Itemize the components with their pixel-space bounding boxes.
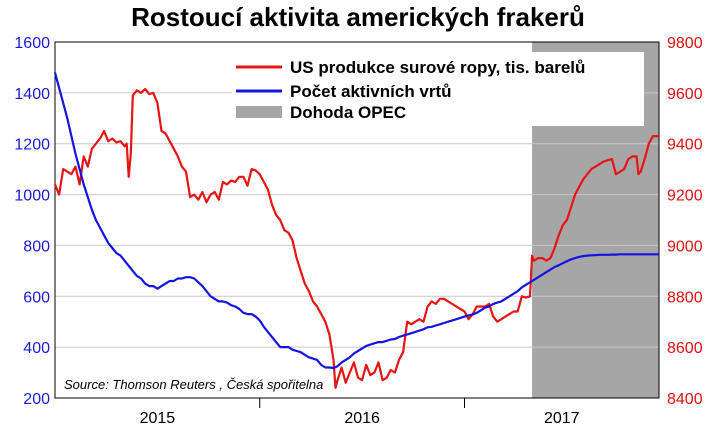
x-axis: 2015 2016 2017: [140, 398, 580, 427]
right-tick-8400: 8400: [667, 391, 703, 408]
series-line-0: [53, 87, 659, 389]
left-tick-200: 200: [23, 391, 50, 408]
left-axis: 200 400 600 800 1000 1200 1400 1600: [14, 35, 50, 408]
left-tick-1600: 1600: [14, 35, 50, 52]
right-axis: 8400 8600 8800 9000 9200 9400 9600 9800: [667, 35, 703, 408]
legend-label-rigs: Počet aktivních vrtů: [290, 82, 452, 101]
chart-title: Rostoucí aktivita amerických frakerů: [131, 2, 585, 32]
series-line-1: [53, 72, 659, 370]
left-tick-1200: 1200: [14, 137, 50, 154]
right-tick-9000: 9000: [667, 238, 703, 255]
legend-swatch-opec: [236, 106, 282, 118]
left-tick-800: 800: [23, 238, 50, 255]
x-tick-2016: 2016: [344, 410, 380, 427]
legend-label-production: US produkce surové ropy, tis. barelů: [290, 58, 585, 77]
left-tick-1400: 1400: [14, 86, 50, 103]
x-tick-2017: 2017: [544, 410, 580, 427]
right-tick-9400: 9400: [667, 137, 703, 154]
left-tick-400: 400: [23, 340, 50, 357]
right-tick-9600: 9600: [667, 86, 703, 103]
source-note: Source: Thomson Reuters , Česká spořitel…: [64, 377, 323, 392]
left-tick-600: 600: [23, 289, 50, 306]
plot-frame: [54, 41, 660, 399]
legend: US produkce surové ropy, tis. barelů Poč…: [232, 52, 644, 126]
series-layer: [53, 72, 659, 389]
right-tick-9200: 9200: [667, 188, 703, 205]
legend-background: [232, 52, 644, 126]
left-tick-1000: 1000: [14, 188, 50, 205]
legend-label-opec: Dohoda OPEC: [290, 103, 406, 122]
right-tick-8600: 8600: [667, 340, 703, 357]
right-tick-8800: 8800: [667, 289, 703, 306]
right-tick-9800: 9800: [667, 35, 703, 52]
x-tick-2015: 2015: [140, 410, 176, 427]
